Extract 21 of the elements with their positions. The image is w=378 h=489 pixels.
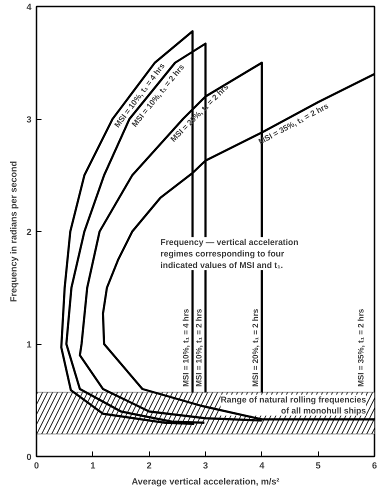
x-tick-label: 6 bbox=[372, 460, 378, 470]
x-axis-title: Average vertical acceleration, m/s² bbox=[132, 476, 280, 486]
annotation: Frequency — vertical acceleration regimes corresponding to four indicated values of MSI and t₁. bbox=[160, 237, 298, 270]
band-label: Range of natural rolling frequencies of all monohull ships bbox=[220, 394, 366, 416]
y-tick-label: 2 bbox=[26, 227, 32, 237]
y-tick-label: 1 bbox=[26, 340, 32, 350]
y-tick-label: 4 bbox=[26, 2, 32, 12]
x-tick-label: 5 bbox=[316, 460, 321, 470]
x-tick-label: 4 bbox=[259, 460, 264, 470]
x-tick-label: 0 bbox=[34, 460, 40, 470]
text: MSI = 35%, t₁ = 2 hrs bbox=[257, 101, 331, 146]
y-axis-title: Frequency in radians per second bbox=[8, 160, 18, 302]
x-tick-label: 1 bbox=[90, 460, 96, 470]
x-tick-label: 2 bbox=[146, 460, 152, 470]
y-tick-label: 3 bbox=[26, 114, 32, 124]
x-tick-label: 3 bbox=[202, 460, 208, 470]
text: MSI = 10%, t₁ = 2 hrs bbox=[194, 308, 204, 387]
text: MSI = 10%, t₁ = 4 hrs bbox=[182, 308, 191, 387]
y-tick-label: 0 bbox=[26, 452, 32, 462]
text: MSI = 35%, t₁ = 2 hrs bbox=[356, 308, 366, 387]
text: MSI = 20%, t₁ = 2 hrs bbox=[250, 308, 260, 387]
